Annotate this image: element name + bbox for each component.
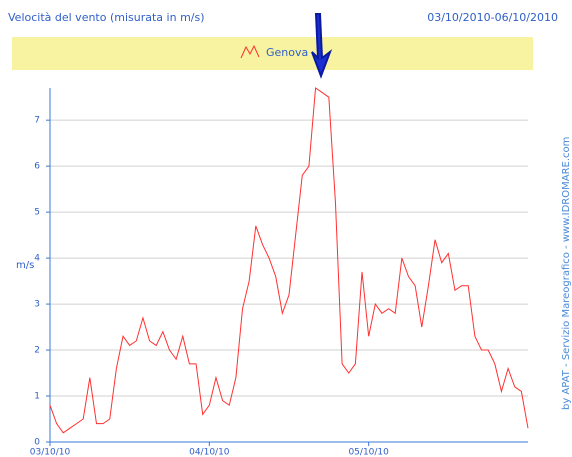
y-tick-label: 7	[34, 116, 40, 126]
date-range: 03/10/2010-06/10/2010	[427, 11, 558, 24]
legend-band	[12, 37, 533, 70]
legend-label: Genova	[266, 46, 308, 59]
y-tick-label: 4	[34, 254, 40, 264]
y-tick-label: 6	[34, 162, 40, 172]
credit: by APAT - Servizio Mareografico - www.ID…	[561, 137, 572, 410]
y-tick-label: 3	[34, 300, 40, 310]
y-tick-label: 1	[34, 392, 40, 402]
chart-title: Velocità del vento (misurata in m/s)	[8, 11, 205, 24]
x-tick-label: 03/10/10	[30, 448, 71, 457]
arrow-annotation	[311, 13, 333, 79]
line-series	[49, 87, 529, 434]
x-tick-label: 04/10/10	[189, 448, 230, 457]
y-tick-label: 0	[34, 438, 40, 448]
y-axis-label: m/s	[16, 260, 34, 271]
legend-swatch	[240, 44, 260, 59]
y-tick-label: 2	[34, 346, 40, 356]
x-tick-label: 05/10/10	[348, 448, 389, 457]
y-tick-label: 5	[34, 208, 40, 218]
